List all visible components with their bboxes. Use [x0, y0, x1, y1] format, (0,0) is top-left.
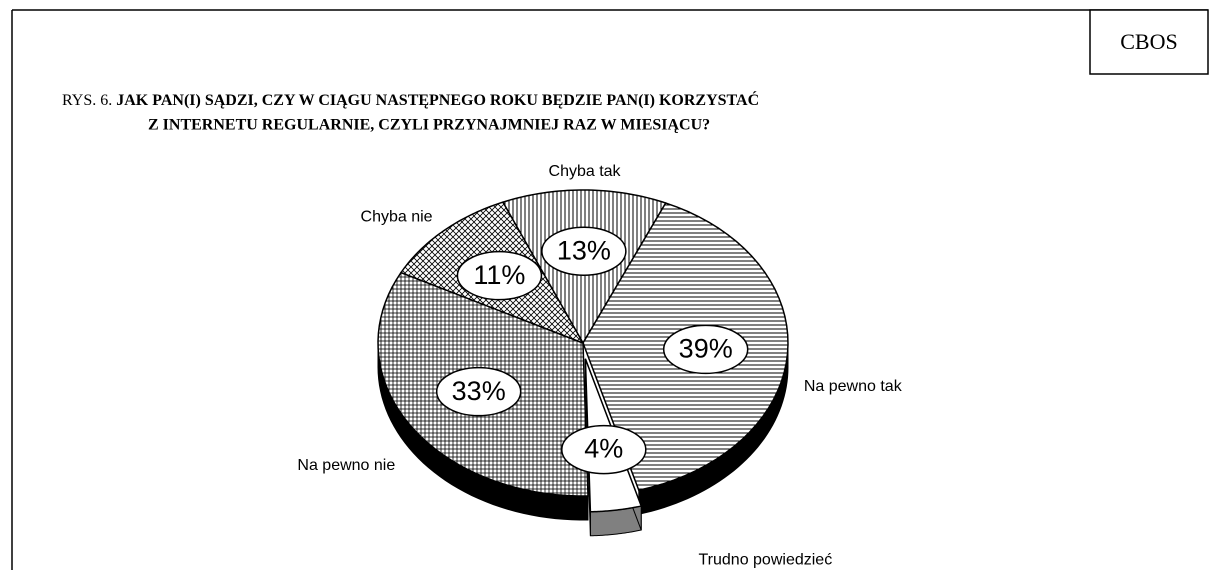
category-label: Na pewno tak	[804, 378, 903, 395]
figure-label: RYS. 6.	[62, 92, 112, 109]
value-label-bg	[662, 324, 749, 375]
category-label: Trudno powiedzieć	[698, 551, 832, 568]
value-label-bg	[435, 366, 522, 417]
value-label: 4%	[584, 434, 623, 464]
source: CBOS	[1120, 29, 1177, 54]
title-line: Z INTERNETU REGULARNIE, CZYLI PRZYNAJMNI…	[148, 117, 710, 134]
category-label: Chyba nie	[361, 208, 433, 225]
value-label: 39%	[679, 334, 733, 364]
pie: 13% Chyba tak 39% Na pewno tak 4% Trudno powi…	[297, 163, 902, 569]
category-label: Na pewno nie	[297, 457, 395, 474]
source-box	[1089, 9, 1209, 75]
value-label-bg	[456, 250, 543, 301]
value-label: 11%	[473, 260, 525, 290]
title-line: JAK PAN(I) SĄDZI, CZY W CIĄGU NASTĘPNEGO…	[116, 90, 759, 109]
value-label-bg	[561, 424, 647, 475]
value-label: 13%	[557, 235, 611, 265]
chart-title: RYS. 6. JAK PAN(I) SĄDZI, CZY W CIĄGU NA…	[62, 90, 759, 109]
value-label: 33%	[452, 376, 506, 406]
value-label-bg	[541, 226, 627, 276]
category-label: Chyba tak	[549, 163, 622, 180]
